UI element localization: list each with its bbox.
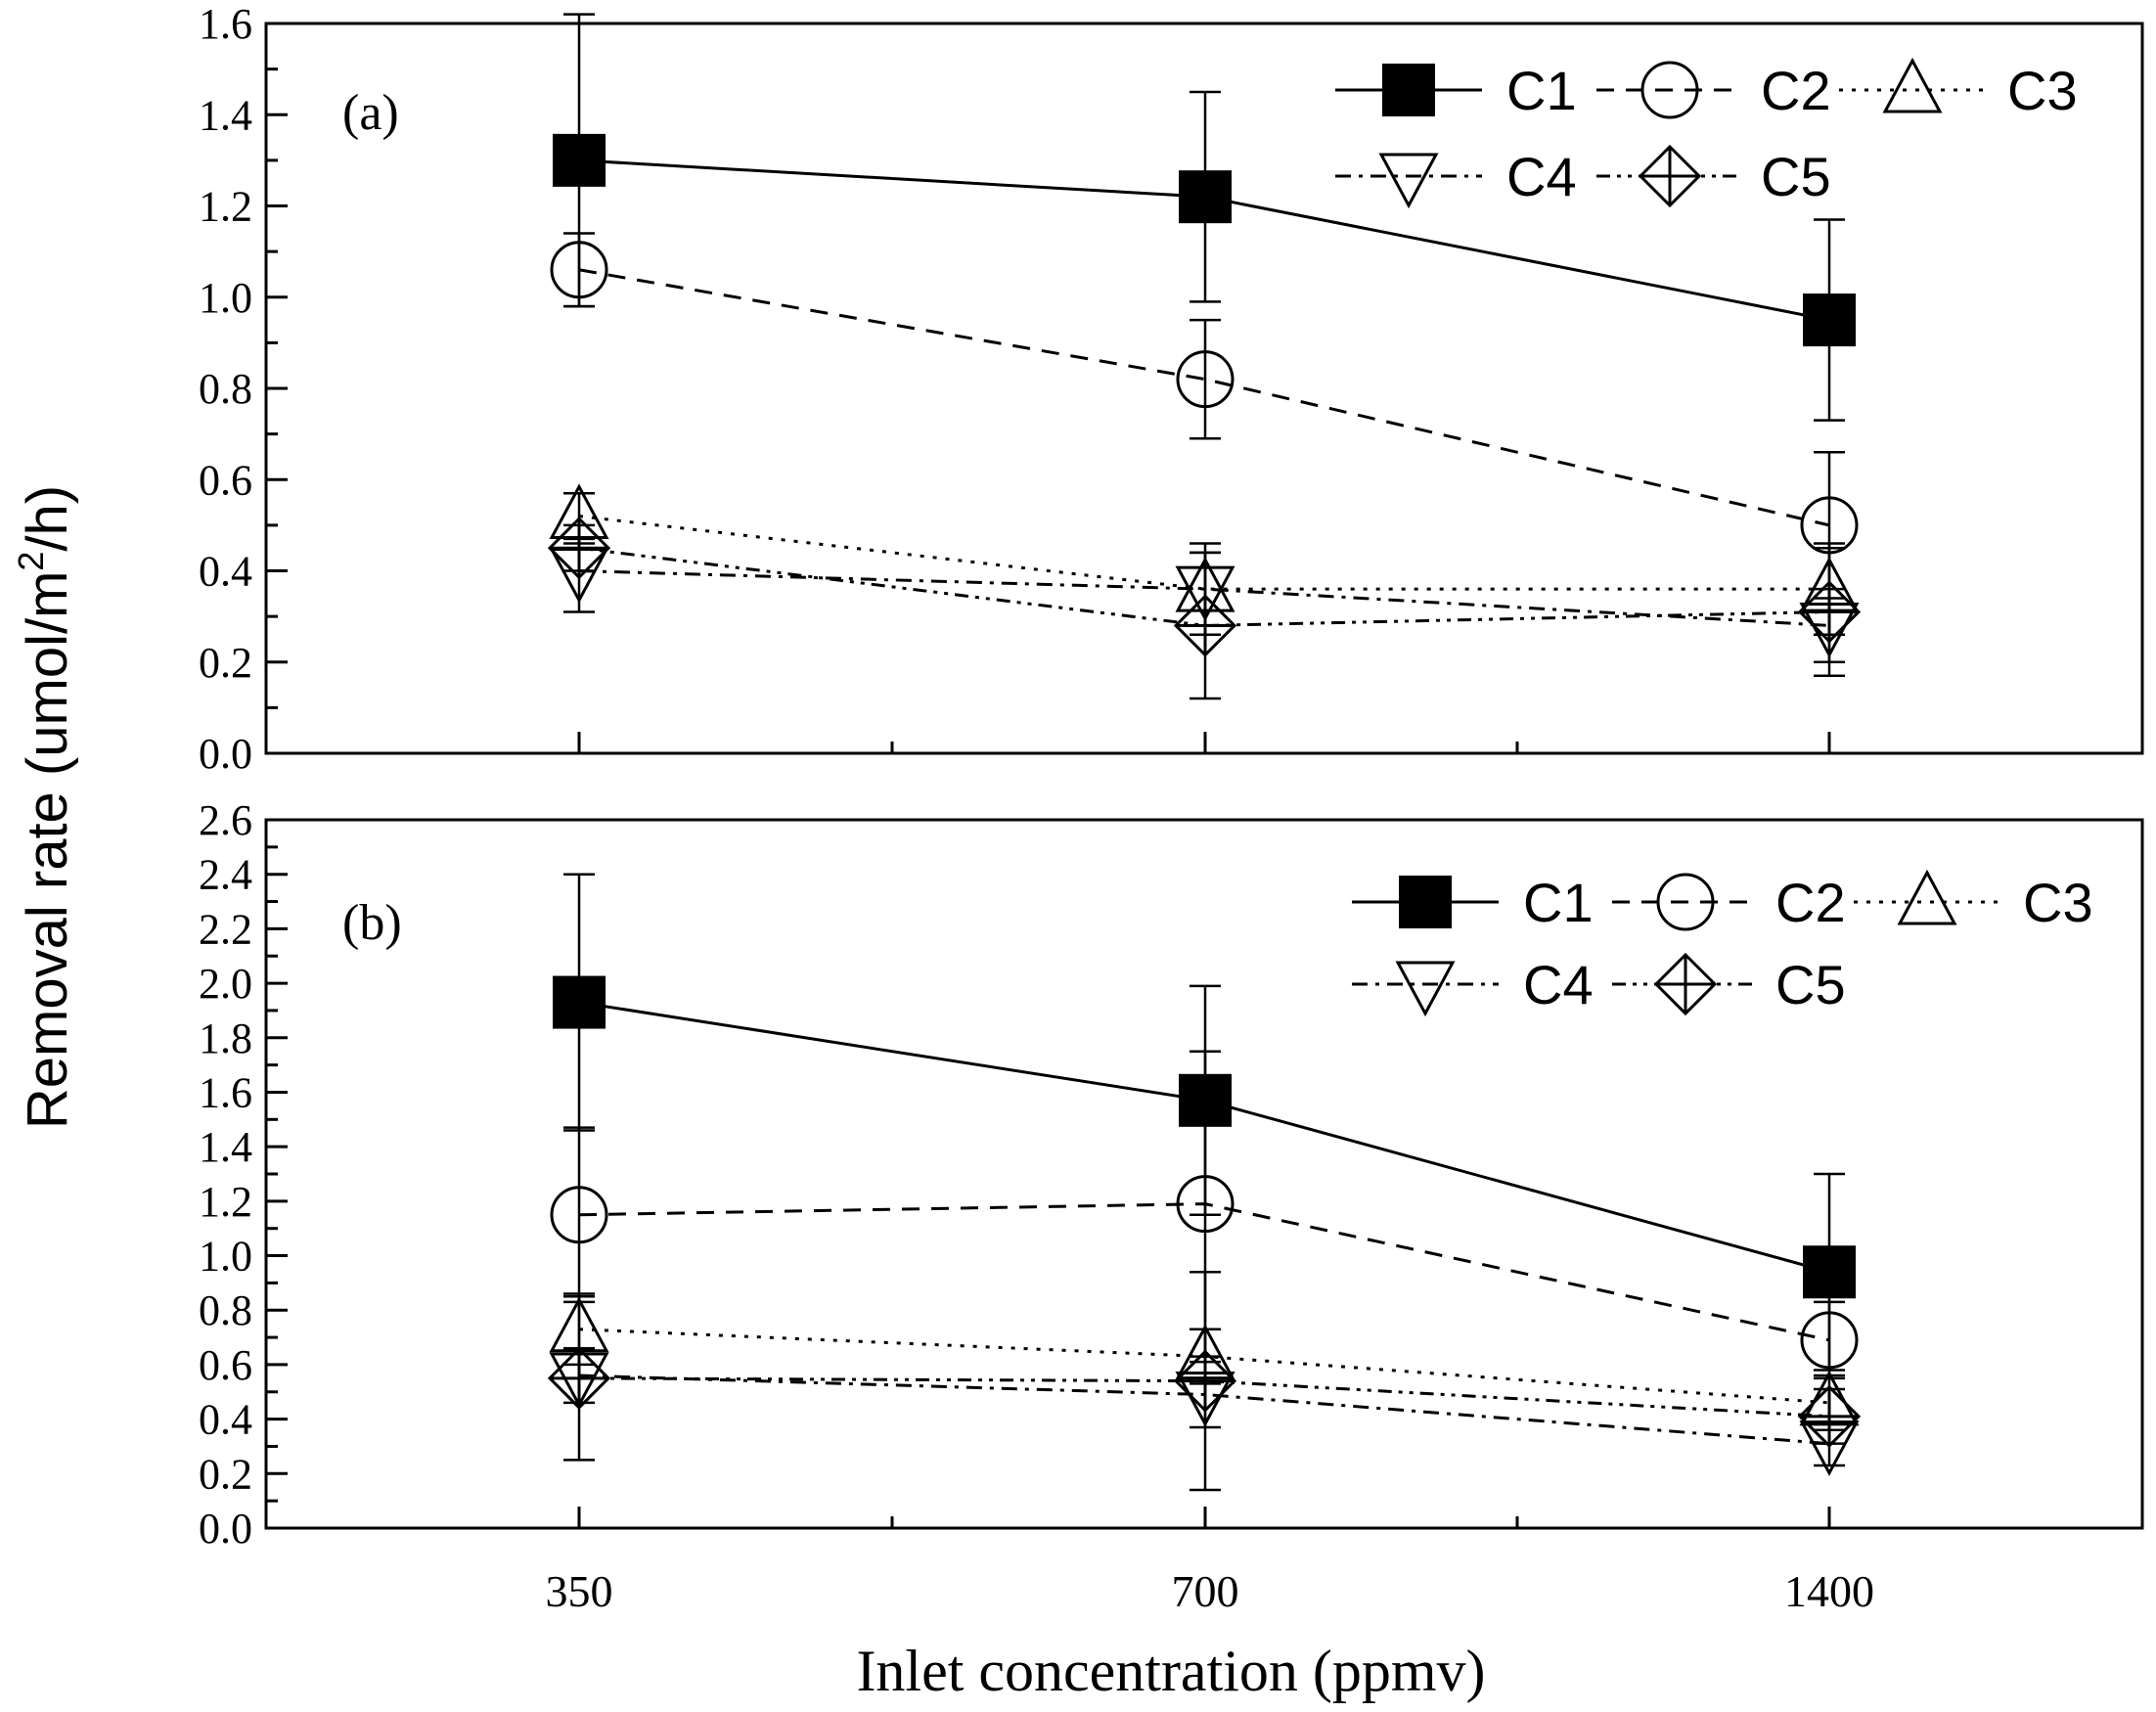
data-point-c5: [547, 517, 611, 580]
x-tick-label: 700: [1172, 1566, 1239, 1616]
legend-label: C5: [1761, 146, 1831, 207]
legend-marker: [1653, 952, 1718, 1016]
data-point-c2: [1176, 1175, 1235, 1234]
data-point-c2: [1800, 1311, 1859, 1370]
data-point-c1: [1803, 1245, 1856, 1299]
series-line: [578, 515, 1829, 591]
legend-entry-c5: C5: [1612, 952, 1846, 1016]
data-point-c5: [547, 1346, 611, 1410]
y-tick-label: 1.4: [199, 1123, 252, 1171]
series-c1: [553, 13, 1856, 422]
panel-label: (a): [342, 85, 399, 141]
data-point-c1: [553, 975, 606, 1029]
legend-marker: [1638, 144, 1702, 208]
y-tick-label: 0.0: [199, 730, 252, 778]
y-tick-label: 1.6: [199, 0, 252, 48]
panel-label: (b): [342, 895, 402, 951]
data-point-c2: [550, 1186, 608, 1244]
series-c2: [550, 1050, 1859, 1380]
legend-marker: [1882, 57, 1943, 113]
legend-entry-c3: C3: [1854, 869, 2093, 933]
y-tick-label: 1.0: [199, 274, 252, 322]
legend-label: C3: [2023, 872, 2093, 933]
legend-marker: [1897, 869, 1957, 925]
y-axis-label-superscript: 2: [11, 552, 51, 571]
y-tick-label: 1.0: [199, 1233, 252, 1281]
y-axis-label: Removal rate (umol/m2/h): [11, 485, 79, 1129]
y-tick-label: 2.4: [199, 851, 252, 899]
y-tick-label: 0.0: [199, 1505, 252, 1553]
legend-entry-c4: C4: [1352, 954, 1594, 1017]
y-tick-label: 2.2: [199, 905, 252, 953]
y-tick-label: 0.4: [199, 1396, 252, 1444]
legend-entry-c4: C4: [1335, 146, 1577, 209]
y-tick-label: 1.2: [199, 183, 252, 231]
y-tick-label: 1.6: [199, 1068, 252, 1116]
y-tick-label: 1.8: [199, 1014, 252, 1062]
data-point-c1: [553, 133, 606, 187]
x-tick-label: 350: [546, 1566, 613, 1616]
legend-label: C4: [1523, 954, 1594, 1015]
series-c5: [547, 517, 1862, 700]
legend-marker: [1656, 873, 1715, 931]
series-line: [578, 1202, 1830, 1342]
y-tick-label: 1.4: [199, 91, 252, 139]
y-tick-label: 0.2: [199, 639, 252, 687]
panel-a: 0.0 0.2 0.4 0.6 0.8 1.0 1.2 1.4 1.6 (a) C1 C2 C3 C4 C5: [199, 0, 2144, 778]
legend-label: C4: [1506, 146, 1577, 207]
y-tick-label: 0.6: [199, 456, 252, 504]
x-axis-label: Inlet concentration (ppmv): [856, 1639, 1485, 1703]
y-tick-label: 0.8: [199, 1286, 252, 1334]
legend-entry-c3: C3: [1839, 57, 2078, 121]
legend-entry-c2: C2: [1596, 60, 1831, 121]
data-point-c1: [1803, 293, 1856, 347]
legend-marker: [1399, 876, 1452, 928]
y-tick-label: 0.8: [199, 365, 252, 413]
data-point-c5: [1173, 594, 1237, 657]
data-point-c2: [550, 241, 608, 299]
legend-label: C1: [1506, 60, 1577, 121]
data-point-c2: [1176, 350, 1235, 409]
legend-marker: [1395, 961, 1456, 1017]
panels-layer: 0.0 0.2 0.4 0.6 0.8 1.0 1.2 1.4 1.6 (a) C1 C2 C3 C4 C5…: [199, 0, 2144, 1616]
legend-entry-c2: C2: [1612, 872, 1846, 933]
y-tick-label: 0.6: [199, 1341, 252, 1389]
y-tick-label: 2.6: [199, 796, 252, 844]
legend-marker: [1382, 64, 1435, 116]
y-axis-label-end: /h): [16, 485, 79, 552]
series-c5: [547, 1270, 1862, 1492]
legend-entry-c1: C1: [1352, 872, 1594, 933]
y-tick-label: 0.4: [199, 548, 252, 596]
data-point-c5: [1173, 1349, 1237, 1413]
legend-label: C3: [2007, 60, 2078, 121]
x-tick-label: 1400: [1784, 1566, 1874, 1616]
y-tick-label: 2.0: [199, 960, 252, 1008]
series-line: [578, 1376, 1830, 1419]
legend-entry-c1: C1: [1335, 60, 1577, 121]
data-point-c5: [1797, 1384, 1862, 1448]
panel-b: 0.0 0.2 0.4 0.6 0.8 1.0 1.2 1.4 1.6 1.8 2.0 2.2 2.4 2…: [199, 796, 2144, 1616]
legend-label: C2: [1761, 60, 1831, 121]
series-line: [578, 268, 1830, 527]
y-axis-label-main: Removal rate (umol/m: [16, 571, 79, 1129]
legend-entry-c5: C5: [1596, 144, 1831, 208]
data-point-c5: [1797, 580, 1862, 644]
legend-label: C1: [1523, 872, 1594, 933]
legend-marker: [1640, 61, 1699, 119]
legend-marker: [1378, 153, 1439, 209]
y-tick-label: 1.2: [199, 1178, 252, 1226]
legend-label: C5: [1775, 954, 1846, 1015]
legend-label: C2: [1775, 872, 1846, 933]
data-point-c1: [1179, 170, 1232, 224]
y-tick-label: 0.2: [199, 1450, 252, 1498]
